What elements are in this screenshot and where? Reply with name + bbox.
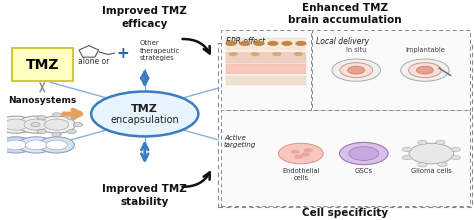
Text: Active
targeting: Active targeting (224, 134, 256, 148)
Circle shape (301, 152, 310, 157)
Circle shape (281, 41, 292, 46)
Circle shape (46, 140, 67, 150)
Circle shape (401, 59, 449, 81)
Circle shape (348, 66, 365, 74)
FancyBboxPatch shape (226, 64, 306, 74)
Circle shape (24, 119, 48, 130)
Text: Improved TMZ: Improved TMZ (102, 185, 187, 194)
Circle shape (402, 156, 411, 160)
Circle shape (332, 59, 381, 81)
Circle shape (52, 132, 61, 137)
Text: efficacy: efficacy (121, 19, 168, 29)
Text: Improved TMZ: Improved TMZ (102, 6, 187, 16)
Circle shape (73, 123, 82, 127)
Circle shape (272, 52, 282, 56)
Circle shape (451, 156, 461, 160)
Text: stability: stability (120, 197, 169, 207)
Text: Nanosystems: Nanosystems (8, 95, 76, 104)
Circle shape (349, 147, 379, 160)
FancyBboxPatch shape (311, 30, 470, 110)
Text: encapsulation: encapsulation (110, 115, 179, 125)
Circle shape (31, 123, 40, 127)
Text: Endothelial
cells: Endothelial cells (282, 168, 319, 181)
Circle shape (0, 116, 34, 133)
Text: Glioma cells: Glioma cells (411, 168, 452, 174)
Circle shape (409, 143, 454, 164)
Circle shape (250, 52, 260, 56)
Circle shape (67, 116, 76, 120)
Circle shape (417, 66, 433, 74)
Circle shape (3, 119, 28, 130)
Circle shape (253, 41, 264, 46)
Circle shape (239, 41, 251, 46)
Text: Implantable: Implantable (405, 47, 445, 53)
Text: Local delivery: Local delivery (316, 37, 369, 46)
Circle shape (418, 140, 427, 145)
Circle shape (294, 155, 303, 159)
FancyBboxPatch shape (221, 110, 470, 206)
Circle shape (0, 137, 33, 153)
Circle shape (5, 140, 26, 150)
Text: Cell specificity: Cell specificity (302, 208, 388, 218)
Circle shape (18, 137, 54, 153)
Circle shape (267, 41, 279, 46)
Circle shape (418, 163, 427, 167)
Text: +: + (117, 46, 129, 61)
Circle shape (304, 148, 313, 152)
Circle shape (279, 143, 323, 164)
Circle shape (37, 116, 46, 120)
Ellipse shape (91, 92, 198, 136)
Circle shape (339, 142, 388, 165)
Text: In situ: In situ (346, 47, 366, 53)
Circle shape (225, 41, 237, 46)
Text: GSCs: GSCs (355, 168, 373, 174)
Text: Other
therapeutic
strategies: Other therapeutic strategies (140, 40, 181, 61)
Text: EPR effect: EPR effect (226, 37, 265, 46)
Circle shape (436, 140, 445, 145)
Circle shape (438, 162, 447, 167)
FancyBboxPatch shape (226, 76, 306, 85)
Circle shape (451, 147, 461, 152)
Circle shape (38, 116, 75, 133)
Text: brain accumulation: brain accumulation (288, 15, 402, 25)
FancyBboxPatch shape (226, 52, 306, 63)
Circle shape (294, 52, 303, 56)
Circle shape (45, 119, 69, 130)
Text: Enhanced TMZ: Enhanced TMZ (302, 3, 388, 13)
Circle shape (26, 140, 47, 150)
Circle shape (67, 129, 76, 134)
Circle shape (340, 63, 373, 78)
Circle shape (228, 52, 238, 56)
Circle shape (409, 63, 441, 78)
Text: alone or: alone or (78, 57, 109, 66)
Text: TMZ: TMZ (131, 104, 158, 114)
Text: TMZ: TMZ (26, 58, 59, 72)
Circle shape (402, 147, 411, 152)
FancyBboxPatch shape (219, 43, 472, 207)
Circle shape (18, 116, 55, 133)
Circle shape (37, 129, 46, 134)
FancyBboxPatch shape (12, 48, 73, 81)
Circle shape (291, 150, 300, 154)
Circle shape (39, 137, 74, 153)
Circle shape (295, 41, 307, 46)
Circle shape (52, 113, 61, 117)
FancyBboxPatch shape (221, 30, 311, 110)
FancyBboxPatch shape (226, 38, 306, 50)
